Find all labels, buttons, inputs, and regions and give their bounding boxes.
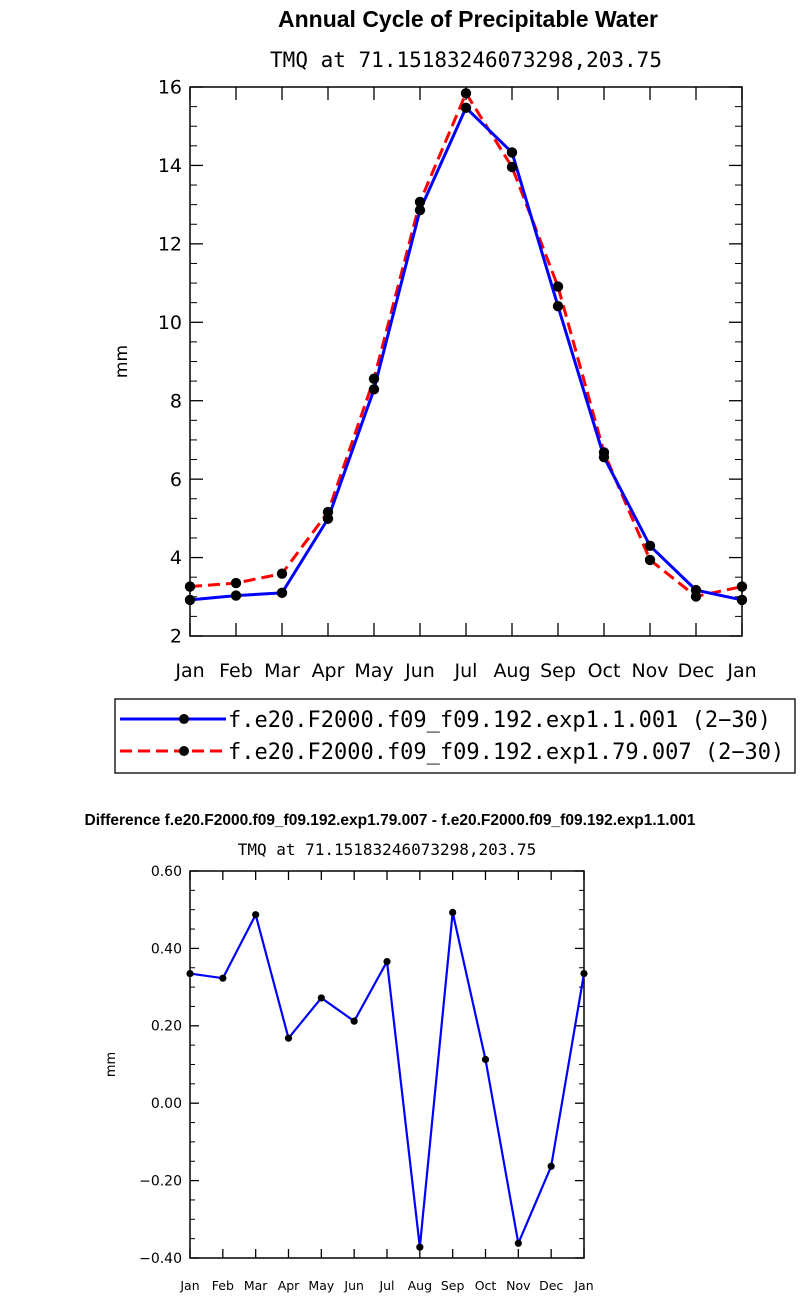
- data-point: [506, 147, 518, 158]
- data-point: [736, 581, 748, 592]
- y-axis-label: mm: [112, 345, 132, 378]
- x-tick-label: Mar: [244, 1278, 268, 1293]
- data-point: [414, 196, 426, 208]
- data-point: [317, 994, 325, 1002]
- x-tick-label: Feb: [219, 660, 253, 682]
- data-point: [350, 1017, 358, 1025]
- x-tick-label: Nov: [631, 660, 668, 682]
- data-point: [644, 554, 656, 566]
- data-point: [276, 587, 288, 599]
- data-point: [184, 594, 196, 606]
- data-point: [252, 911, 260, 919]
- x-tick-label: Aug: [493, 660, 530, 682]
- data-point: [219, 974, 227, 982]
- data-point: [460, 88, 472, 99]
- series-line-1: [189, 106, 743, 602]
- legend-label-1: f.e20.F2000.f09_f09.192.exp1.1.001 (2−30…: [228, 708, 771, 733]
- data-point: [481, 1055, 490, 1064]
- data-point: [552, 281, 564, 292]
- chart-1: Annual Cycle of Precipitable Water TMQ at…: [112, 6, 796, 774]
- y-tick-label: 8: [170, 390, 182, 412]
- data-point: [547, 1162, 555, 1170]
- x-tick-label: Dec: [539, 1278, 563, 1293]
- legend-marker-2: [179, 746, 189, 756]
- x-tick-label: Apr: [312, 660, 345, 682]
- y-tick-label: 2: [170, 626, 182, 648]
- x-tick-label: Sep: [441, 1278, 465, 1293]
- y-tick-label: −0.40: [139, 1251, 182, 1267]
- chart-title: Difference f.e20.F2000.f09_f09.192.exp1.…: [85, 812, 696, 829]
- y-tick-label: 0.40: [151, 941, 182, 957]
- data-point: [460, 102, 472, 113]
- x-tick-label: Sep: [540, 660, 576, 682]
- data-point: [449, 908, 457, 917]
- x-tick-label: Oct: [588, 660, 621, 682]
- y-tick-label: −0.20: [139, 1174, 182, 1190]
- data-point: [368, 373, 380, 384]
- data-point: [416, 1243, 424, 1251]
- y-tick-label: 6: [170, 469, 182, 491]
- chart-2: Difference f.e20.F2000.f09_f09.192.exp1.…: [85, 812, 696, 1293]
- data-point: [284, 1034, 293, 1042]
- series-line-2: [189, 91, 743, 598]
- y-tick-label: 12: [158, 234, 182, 256]
- data-point: [230, 590, 242, 601]
- data-point: [186, 969, 194, 978]
- legend-marker-1: [179, 714, 189, 724]
- y-axis-label: mm: [104, 1052, 119, 1077]
- x-tick-label: Feb: [212, 1278, 234, 1293]
- data-point: [644, 540, 656, 552]
- x-tick-label: Jan: [174, 660, 204, 682]
- y-tick-label: 0.60: [151, 864, 182, 880]
- chart-subtitle: TMQ at 71.15183246073298,203.75: [238, 840, 537, 859]
- data-point: [736, 594, 748, 606]
- x-tick-label: Dec: [678, 660, 715, 682]
- data-point: [230, 577, 242, 589]
- x-tick-label: Jul: [378, 1278, 394, 1293]
- x-tick-label: Oct: [475, 1278, 497, 1293]
- x-tick-label: Nov: [506, 1278, 531, 1293]
- data-point: [514, 1239, 522, 1247]
- y-tick-label: 4: [170, 547, 182, 569]
- data-point: [506, 161, 518, 173]
- x-tick-label: Jan: [573, 1278, 593, 1293]
- x-tick-label: Jan: [726, 660, 756, 682]
- chart-subtitle: TMQ at 71.15183246073298,203.75: [270, 48, 662, 72]
- y-tick-label: 14: [158, 155, 182, 177]
- y-tick-label: 16: [158, 77, 182, 99]
- x-tick-label: Apr: [278, 1278, 300, 1293]
- data-point: [368, 384, 380, 395]
- legend: f.e20.F2000.f09_f09.192.exp1.1.001 (2−30…: [114, 698, 796, 774]
- legend-box: [114, 698, 796, 774]
- x-tick-label: Jun: [404, 660, 435, 682]
- data-point: [552, 301, 564, 312]
- data-point: [276, 568, 288, 579]
- data-point: [598, 451, 610, 463]
- y-tick-label: 10: [158, 312, 182, 334]
- x-tick-label: Jan: [179, 1278, 199, 1293]
- x-tick-label: Jul: [454, 660, 478, 682]
- legend-label-2: f.e20.F2000.f09_f09.192.exp1.79.007 (2−3…: [228, 740, 784, 765]
- data-point: [322, 513, 334, 524]
- x-tick-label: Mar: [264, 660, 300, 682]
- y-tick-label: 0.20: [151, 1019, 182, 1035]
- data-point: [184, 581, 196, 592]
- x-tick-label: Aug: [408, 1278, 432, 1293]
- data-point: [383, 957, 391, 966]
- x-tick-label: May: [308, 1278, 334, 1293]
- x-tick-label: May: [354, 660, 393, 682]
- chart-title: Annual Cycle of Precipitable Water: [278, 6, 658, 32]
- data-point: [690, 584, 702, 596]
- data-point: [414, 204, 426, 216]
- data-point: [580, 969, 588, 978]
- y-tick-label: 0.00: [151, 1096, 182, 1112]
- x-tick-label: Jun: [343, 1278, 364, 1293]
